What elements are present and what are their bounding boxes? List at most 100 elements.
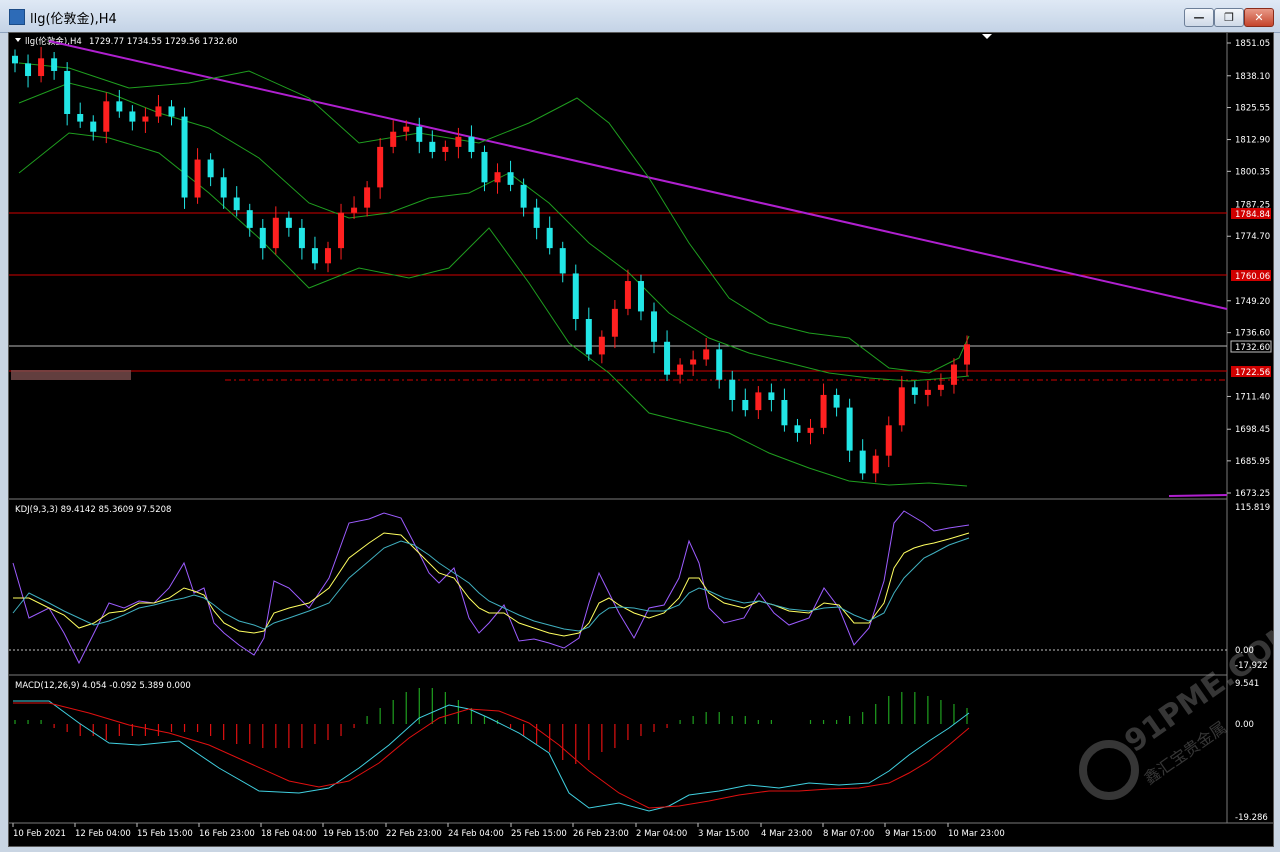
time-tick-label: 24 Feb 04:00 (448, 829, 504, 839)
candle-body[interactable] (872, 455, 879, 474)
candle-body[interactable] (416, 126, 423, 142)
price-axis: 1851.05 1838.10 1825.55 1812.90 1800.35 1774.… (1227, 39, 1270, 499)
bollinger-upper (18, 62, 970, 374)
candle-body[interactable] (911, 387, 918, 395)
candle-body[interactable] (664, 341, 671, 375)
price-pane-header: llg(伦敦金),H4 1729.77 1734.55 1729.56 1732… (15, 34, 992, 47)
candle-body[interactable] (846, 407, 853, 451)
candle-body[interactable] (390, 131, 397, 147)
candle-body[interactable] (729, 379, 736, 400)
candle-body[interactable] (272, 217, 279, 249)
candle-body[interactable] (520, 184, 527, 208)
candle-body[interactable] (77, 113, 84, 122)
candle-body[interactable] (598, 336, 605, 355)
candle-body[interactable] (324, 248, 331, 264)
candle-body[interactable] (90, 121, 97, 132)
candle-body[interactable] (964, 344, 970, 365)
macd-tick-label: 0.00 (1235, 720, 1254, 730)
price-tick-label: 1749.20 (1235, 297, 1270, 307)
price-tick-label: 1774.70 (1235, 232, 1270, 242)
candle-body[interactable] (937, 384, 944, 390)
candle-body[interactable] (38, 58, 45, 77)
candle-body[interactable] (155, 106, 162, 117)
chart-canvas[interactable]: 91PME.COM 鑫汇宝贵金属 llg(伦敦金),H4 1729.77 173… (9, 33, 1273, 846)
candle-body[interactable] (207, 159, 214, 178)
shift-marker-icon[interactable] (982, 34, 992, 39)
candle-body[interactable] (377, 146, 384, 188)
candle-body[interactable] (820, 394, 827, 428)
candle-body[interactable] (924, 389, 931, 395)
candle-body[interactable] (259, 227, 266, 249)
candle-body[interactable] (859, 450, 866, 474)
candle-body[interactable] (64, 70, 71, 114)
candle-body[interactable] (481, 151, 488, 183)
candle-body[interactable] (807, 427, 814, 433)
candle-body[interactable] (690, 359, 697, 365)
price-ohlc-label: 1729.77 1734.55 1729.56 1732.60 (89, 37, 238, 47)
kdj-tick-label: 0.00 (1235, 646, 1254, 656)
candle-body[interactable] (298, 227, 305, 249)
candle-body[interactable] (533, 207, 540, 228)
trendline[interactable] (48, 40, 1228, 310)
candle-body[interactable] (768, 392, 775, 400)
candle-body[interactable] (507, 172, 514, 185)
candle-body[interactable] (403, 126, 410, 132)
candle-body[interactable] (703, 349, 710, 360)
candle-body[interactable] (12, 55, 18, 64)
candle-body[interactable] (181, 116, 188, 198)
macd-tick-label: -19.286 (1235, 813, 1268, 823)
candle-body[interactable] (351, 207, 358, 213)
candle-body[interactable] (233, 197, 240, 211)
candle-body[interactable] (677, 364, 684, 375)
candle-body[interactable] (585, 318, 592, 355)
candle-body[interactable] (572, 273, 579, 319)
candle-body[interactable] (220, 177, 227, 198)
candle-body[interactable] (468, 136, 475, 152)
candle-body[interactable] (455, 136, 462, 147)
close-button[interactable]: ✕ (1244, 8, 1274, 27)
candle-body[interactable] (742, 399, 749, 411)
candle-body[interactable] (442, 146, 449, 152)
candle-body[interactable] (950, 364, 957, 385)
candle-body[interactable] (142, 116, 149, 122)
price-tick-label: 1685.95 (1235, 457, 1270, 467)
candle-body[interactable] (25, 63, 32, 77)
candle-body[interactable] (755, 392, 762, 411)
candle-body[interactable] (898, 387, 905, 426)
candle-body[interactable] (311, 248, 318, 264)
candle-body[interactable] (364, 187, 371, 208)
candle-body[interactable] (716, 349, 723, 380)
candle-body[interactable] (51, 58, 58, 71)
candles[interactable] (12, 46, 970, 483)
candle-body[interactable] (129, 111, 136, 122)
candle-body[interactable] (624, 281, 631, 309)
candle-body[interactable] (885, 425, 892, 456)
price-tick-label: 1698.45 (1235, 425, 1270, 435)
candle-body[interactable] (781, 399, 788, 426)
candle-body[interactable] (246, 210, 253, 228)
minimize-button[interactable]: — (1184, 8, 1214, 27)
chart-area[interactable]: 91PME.COM 鑫汇宝贵金属 llg(伦敦金),H4 1729.77 173… (8, 32, 1274, 847)
kdj-d-line (13, 532, 970, 637)
candle-body[interactable] (103, 101, 110, 132)
candle-body[interactable] (637, 281, 644, 312)
candle-body[interactable] (194, 159, 201, 198)
candle-body[interactable] (429, 141, 436, 152)
candle-body[interactable] (116, 101, 123, 112)
candle-body[interactable] (794, 425, 801, 433)
time-tick-label: 19 Feb 15:00 (323, 829, 379, 839)
candle-body[interactable] (559, 248, 566, 274)
trendline-fragment[interactable] (1168, 494, 1228, 497)
collapse-triangle-icon[interactable] (15, 38, 21, 42)
candle-body[interactable] (494, 172, 501, 183)
candle-body[interactable] (833, 394, 840, 408)
candle-body[interactable] (168, 106, 175, 117)
restore-button[interactable]: ❐ (1214, 8, 1244, 27)
price-tick-label: 1736.60 (1235, 329, 1270, 339)
candle-body[interactable] (546, 227, 553, 249)
candle-body[interactable] (611, 308, 618, 337)
bollinger-middle (18, 82, 970, 382)
candle-body[interactable] (285, 217, 292, 228)
candle-body[interactable] (651, 311, 658, 342)
candle-body[interactable] (338, 212, 345, 249)
